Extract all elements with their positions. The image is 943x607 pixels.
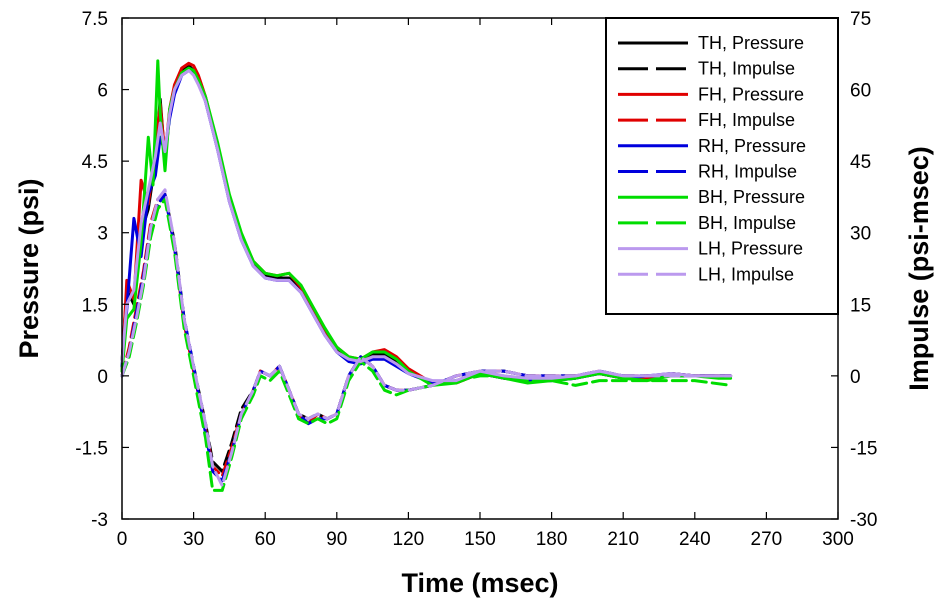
x-tick-label: 30 <box>183 529 204 550</box>
series-line-lh-pressure <box>120 69 733 383</box>
y-tick-label: -3 <box>91 510 108 531</box>
y-tick-label: 1.5 <box>82 295 108 316</box>
y-tick-label: 0 <box>97 367 108 388</box>
y-tick-label: 7.5 <box>82 9 108 30</box>
series-layer <box>120 59 733 492</box>
legend-label-th-impulse: TH, Impulse <box>698 59 795 79</box>
y2-tick-label: 75 <box>850 9 871 30</box>
y-tick-label: 6 <box>97 81 108 102</box>
legend-label-fh-pressure: FH, Pressure <box>698 84 804 104</box>
x-tick-label: 150 <box>464 529 496 550</box>
series-line-lh-impulse <box>120 188 733 488</box>
y2-axis-title: Impulse (psi-msec) <box>904 146 934 391</box>
legend-label-lh-pressure: LH, Pressure <box>698 239 803 259</box>
y2-tick-label: 60 <box>850 81 871 102</box>
y-tick-label: 3 <box>97 224 108 245</box>
x-tick-label: 180 <box>536 529 568 550</box>
legend-label-bh-impulse: BH, Impulse <box>698 213 796 233</box>
legend-label-lh-impulse: LH, Impulse <box>698 264 794 284</box>
legend-label-bh-pressure: BH, Pressure <box>698 187 805 207</box>
x-tick-label: 300 <box>822 529 854 550</box>
legend-label-rh-pressure: RH, Pressure <box>698 136 806 156</box>
legend-label-fh-impulse: FH, Impulse <box>698 110 795 130</box>
x-tick-label: 120 <box>393 529 425 550</box>
series-line-bh-pressure <box>120 59 733 387</box>
x-tick-label: 90 <box>326 529 347 550</box>
x-tick-label: 270 <box>751 529 783 550</box>
y2-tick-label: 30 <box>850 224 871 245</box>
y2-tick-label: 45 <box>850 152 871 173</box>
y-axis-title: Pressure (psi) <box>14 178 44 358</box>
y-tick-label: 4.5 <box>82 152 108 173</box>
ticks-layer: 0 30 60 90 120 150 180 210 240 270 300-3-1.501.534… <box>75 9 877 550</box>
y2-tick-label: 15 <box>850 295 871 316</box>
y2-tick-label: -15 <box>850 438 877 459</box>
legend-label-th-pressure: TH, Pressure <box>698 33 804 53</box>
x-tick-label: 240 <box>679 529 711 550</box>
y-tick-label: -1.5 <box>75 438 108 459</box>
x-tick-label: 0 <box>117 529 128 550</box>
legend: TH, Pressure TH, Impulse FH, Pressure FH, I… <box>605 17 839 315</box>
y2-tick-label: 0 <box>850 367 861 388</box>
x-tick-label: 210 <box>607 529 639 550</box>
x-tick-label: 60 <box>255 529 276 550</box>
legend-label-rh-impulse: RH, Impulse <box>698 162 797 182</box>
y2-tick-label: -30 <box>850 510 877 531</box>
x-axis-title: Time (msec) <box>401 568 558 598</box>
